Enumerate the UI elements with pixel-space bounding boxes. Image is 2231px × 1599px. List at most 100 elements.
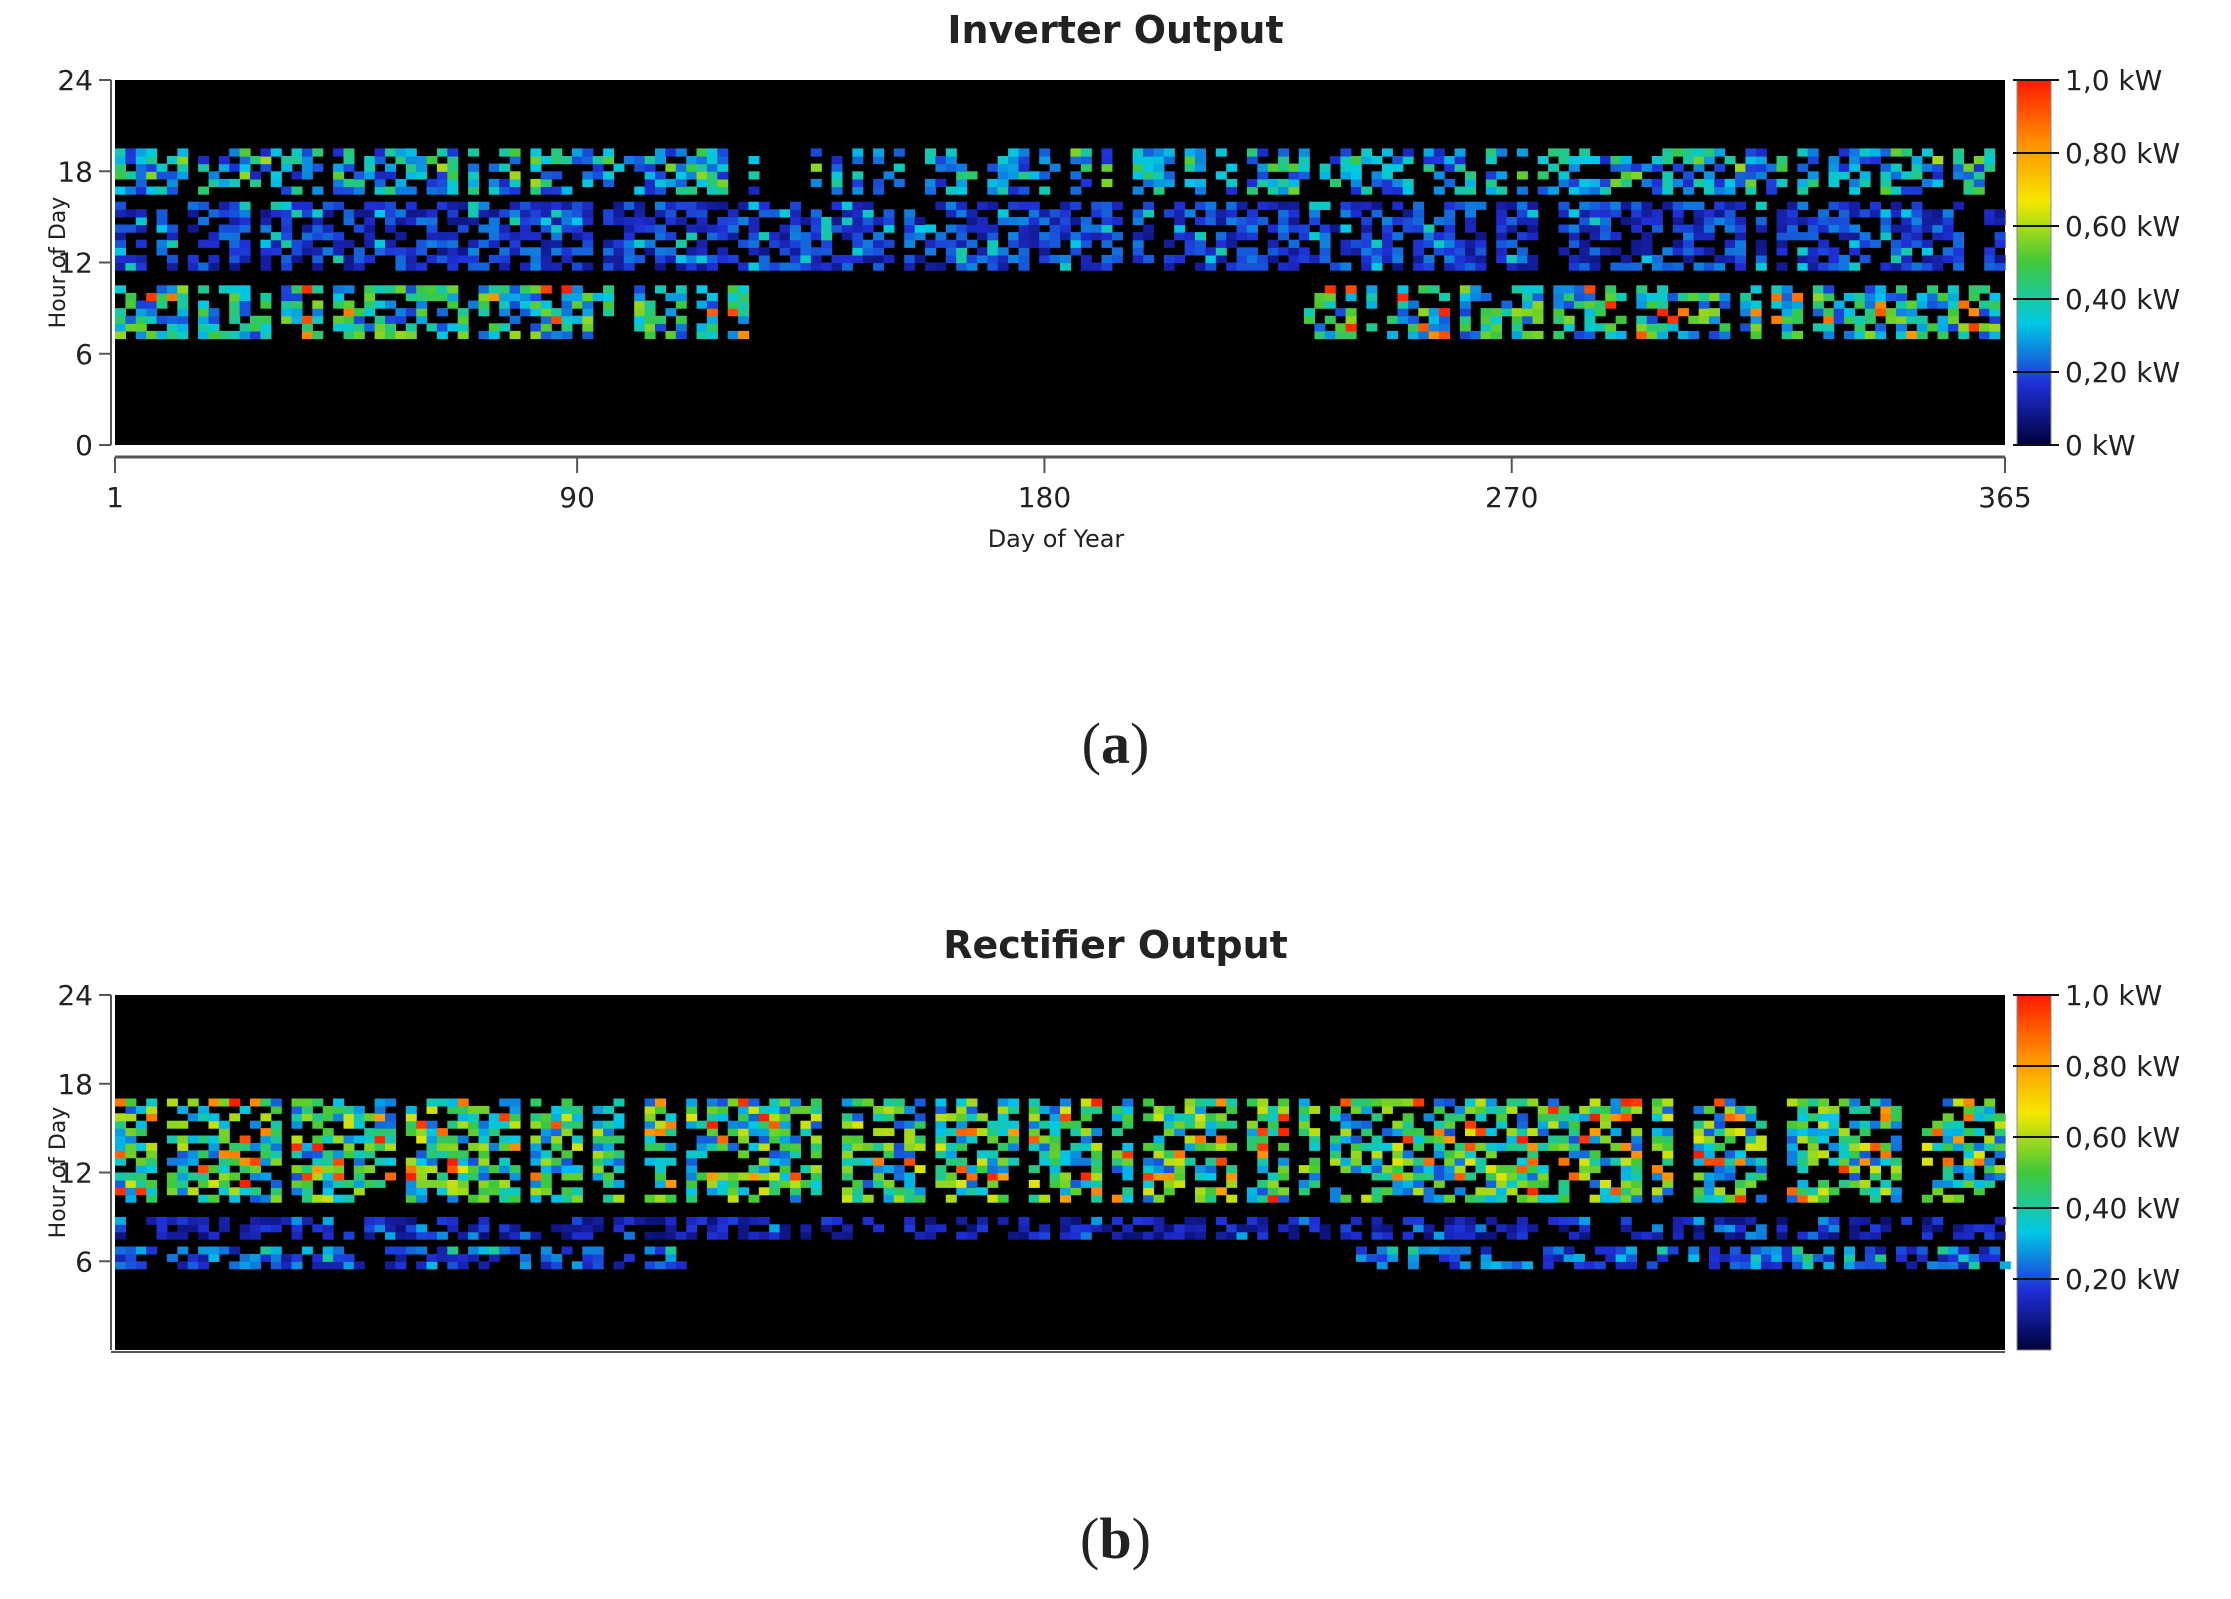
heatmap-cell [1641,201,1653,210]
heatmap-cell [239,292,251,302]
heatmap-cell [499,186,511,195]
heatmap-cell [1844,292,1855,302]
heatmap-cell [1662,1142,1674,1151]
heatmap-cell [1028,1135,1040,1144]
heatmap-cell [748,1172,760,1181]
heatmap-cell [478,292,490,302]
heatmap-cell [312,186,324,195]
heatmap-cell [956,262,968,271]
heatmap-cell [1018,239,1030,248]
heatmap-cell [166,224,178,233]
heatmap-cell [301,171,313,180]
heatmap-cell [156,300,168,309]
heatmap-cell [1184,163,1196,172]
heatmap-cell [468,300,480,309]
heatmap-cell [125,1113,137,1122]
heatmap-cell [1963,178,1975,188]
heatmap-cell [416,300,428,309]
heatmap-cell [115,1179,126,1188]
heatmap-cell [1381,1098,1393,1107]
heatmap-cell [1163,1120,1175,1129]
heatmap-cell [1335,323,1347,332]
heatmap-cell [1797,148,1809,157]
heatmap-cell [571,209,583,218]
heatmap-cell [353,1165,365,1174]
heatmap-cell [1714,209,1726,218]
heatmap-cell [343,315,355,324]
heatmap-cell [945,148,957,157]
heatmap-cell [115,201,126,210]
heatmap-cell [1932,1216,1944,1225]
heatmap-cell [229,216,241,226]
heatmap-cell [1984,1142,1996,1151]
heatmap-cell [551,1261,563,1270]
heatmap-cell [1257,1187,1269,1196]
heatmap-cell [1911,209,1923,218]
heatmap-cell [873,216,885,226]
heatmap-cell [1049,1105,1061,1114]
heatmap-cell [1755,224,1767,233]
heatmap-cell [1750,308,1762,317]
heatmap-cell [156,171,168,180]
heatmap-cell [540,1128,552,1137]
heatmap-cell [1896,1246,1907,1255]
heatmap-cell [613,1113,625,1122]
heatmap-cell [1729,1246,1741,1255]
heatmap-cell [1916,300,1928,309]
heatmap-cell [1641,247,1653,256]
heatmap-cell [1340,1128,1352,1137]
heatmap-cell [1610,156,1622,165]
heatmap-cell [1392,262,1404,271]
heatmap-cell [468,163,480,172]
heatmap-cell [727,1194,739,1203]
heatmap-cell [312,1135,324,1144]
heatmap-cell [862,1194,874,1203]
heatmap-cell [1060,1179,1071,1188]
heatmap-cell [873,1142,885,1151]
heatmap-cell [1459,323,1471,332]
heatmap-cell [1080,1172,1092,1181]
heatmap-cell [1111,247,1123,256]
heatmap-cell [1423,156,1435,165]
heatmap-cell [1818,216,1830,226]
heatmap-cell [790,1105,801,1114]
heatmap-cell [1807,148,1819,157]
heatmap-cell [115,171,126,180]
heatmap-cell [1859,1128,1871,1137]
heatmap-cell [1631,163,1643,172]
heatmap-cell [1610,201,1622,210]
heatmap-cell [1049,224,1061,233]
heatmap-cell [1797,1098,1809,1107]
heatmap-cell [436,308,448,317]
heatmap-cell [488,1128,500,1137]
heatmap-cell [883,216,895,226]
heatmap-cell [1340,247,1352,256]
heatmap-cell [883,239,895,248]
heatmap-cell [1620,171,1632,180]
heatmap-cell [187,1157,199,1166]
heatmap-cell [1039,1105,1051,1114]
heatmap-cell [374,1128,386,1137]
heatmap-cell [956,201,968,210]
heatmap-cell [1433,156,1445,165]
heatmap-cell [250,1194,261,1203]
heatmap-cell [1215,1120,1227,1129]
heatmap-cell [1911,171,1923,180]
heatmap-cell [115,163,126,172]
heatmap-cell [468,1105,480,1114]
heatmap-cell [1485,1142,1497,1151]
heatmap-cell [312,232,324,241]
heatmap-cell [613,1157,625,1166]
heatmap-cell [914,1142,926,1151]
heatmap-cell [1195,239,1206,248]
heatmap-cell [239,156,251,165]
y-tick-label: 18 [57,155,93,188]
heatmap-cell [1921,216,1933,226]
heatmap-cell [592,1246,604,1255]
heatmap-cell [748,247,760,256]
heatmap-cell [478,1128,490,1137]
heatmap-cell [1890,262,1902,271]
heatmap-cell [925,1231,936,1240]
heatmap-cell [1506,1165,1518,1174]
heatmap-cell [1921,254,1933,264]
